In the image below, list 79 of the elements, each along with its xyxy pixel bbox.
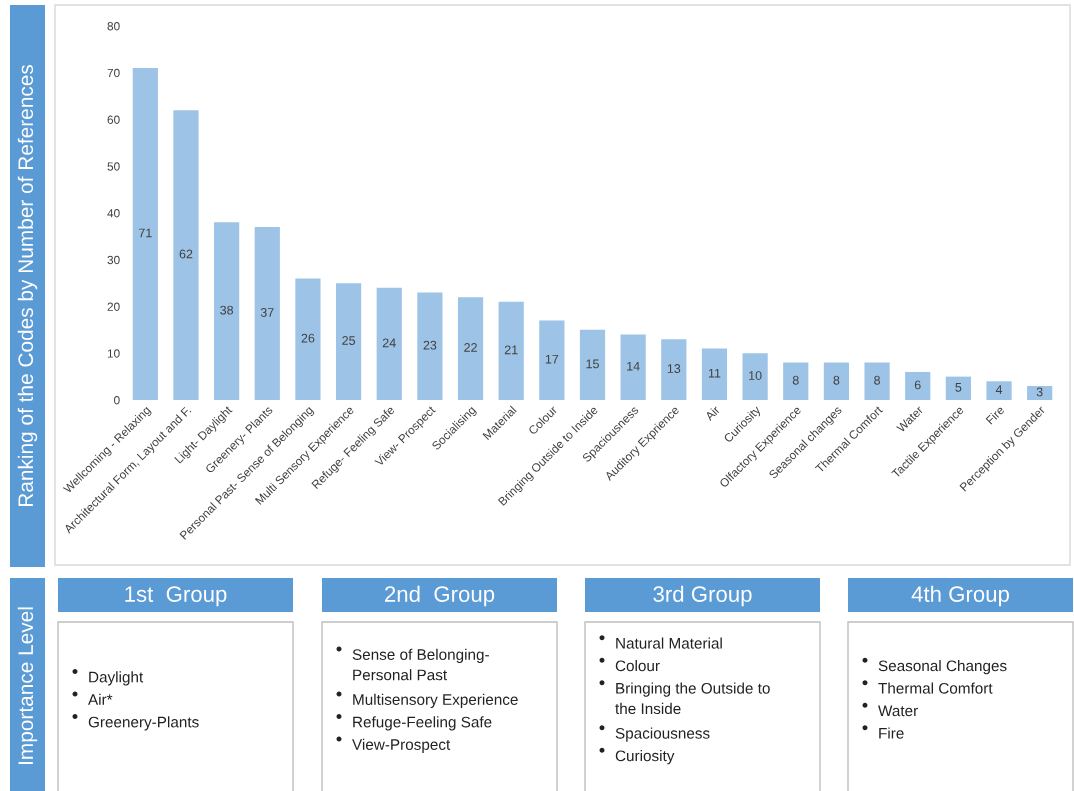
data-label: 37	[260, 308, 274, 317]
text: Air*	[88, 693, 113, 705]
data-label: 8	[792, 375, 799, 385]
data-label: 23	[423, 340, 437, 350]
bar	[742, 353, 768, 400]
y-tick-label: 30	[107, 255, 120, 265]
text: Seasonal Changes	[878, 660, 1007, 675]
text: 3rd Group	[653, 585, 752, 607]
x-tick-label: Air	[704, 405, 721, 422]
x-tick-label: Fire	[985, 405, 1005, 425]
bar	[1027, 385, 1053, 400]
data-label: 6	[914, 380, 921, 390]
bar	[376, 287, 402, 400]
y-tick-label: 20	[107, 302, 120, 311]
y-tick-label: 80	[107, 22, 120, 31]
bar	[417, 292, 443, 400]
text: Greenery-Plants	[88, 716, 199, 731]
data-label: 15	[586, 359, 599, 369]
text: Multisensory Experience	[353, 693, 518, 708]
text: View-Prospect	[352, 738, 451, 753]
bar	[498, 301, 524, 400]
bar	[783, 362, 809, 400]
bar	[132, 68, 158, 400]
text: Refuge-Feeling Safe	[353, 716, 492, 731]
y-axis-title: Ranking of the Codes by Number of References	[17, 64, 38, 507]
text: 2nd Group	[385, 585, 495, 607]
data-label: 8	[833, 375, 840, 385]
bar	[945, 376, 971, 400]
text: Curiosity	[615, 750, 675, 765]
text: Spaciousness	[615, 727, 710, 742]
text: 4th Group	[911, 585, 1009, 607]
data-label: 21	[504, 345, 518, 355]
data-label: 24	[382, 338, 396, 348]
text: Thermal Comfort	[878, 682, 993, 694]
text: Sense of Belonging- Personal Past	[352, 648, 489, 681]
data-label: 10	[749, 371, 762, 380]
bar	[173, 110, 199, 400]
text: Colour	[615, 660, 660, 672]
data-label: 3	[1036, 387, 1043, 397]
data-label: 11	[708, 368, 721, 378]
bar	[661, 339, 687, 400]
data-label: 13	[667, 364, 681, 373]
bar	[254, 227, 280, 400]
data-label: 5	[955, 382, 962, 392]
bar	[864, 362, 890, 400]
y-tick-label: 60	[107, 115, 120, 124]
data-label: 8	[874, 375, 880, 385]
data-label: 71	[139, 228, 152, 238]
text: Importance Level	[17, 607, 38, 764]
bar	[701, 348, 728, 400]
bar	[579, 329, 606, 400]
data-label: 25	[342, 336, 356, 345]
y-tick-label: 40	[107, 209, 120, 218]
bar	[295, 278, 321, 400]
bar	[335, 283, 362, 400]
bar	[986, 381, 1012, 400]
bar	[214, 222, 240, 400]
text: Water	[878, 705, 918, 717]
bar	[620, 334, 646, 400]
text: Fire	[879, 727, 904, 739]
data-label: 14	[627, 361, 640, 371]
y-tick-label: 50	[107, 162, 120, 171]
data-label: 22	[464, 343, 477, 352]
bar	[823, 362, 850, 400]
data-label: 62	[179, 249, 193, 259]
data-label: 17	[545, 354, 559, 364]
bar	[539, 320, 565, 400]
text: Natural Material	[616, 637, 722, 649]
text: 1st Group	[125, 586, 227, 607]
data-label: 26	[301, 333, 315, 343]
bar	[457, 297, 484, 400]
text: Daylight	[89, 671, 144, 686]
text: Bringing the Outside to the Inside	[615, 682, 770, 715]
y-tick-label: 0	[114, 396, 120, 405]
bar	[905, 371, 931, 400]
y-tick-label: 70	[107, 68, 120, 78]
data-label: 4	[995, 385, 1003, 394]
y-tick-label: 10	[107, 349, 120, 358]
data-label: 38	[220, 305, 234, 315]
